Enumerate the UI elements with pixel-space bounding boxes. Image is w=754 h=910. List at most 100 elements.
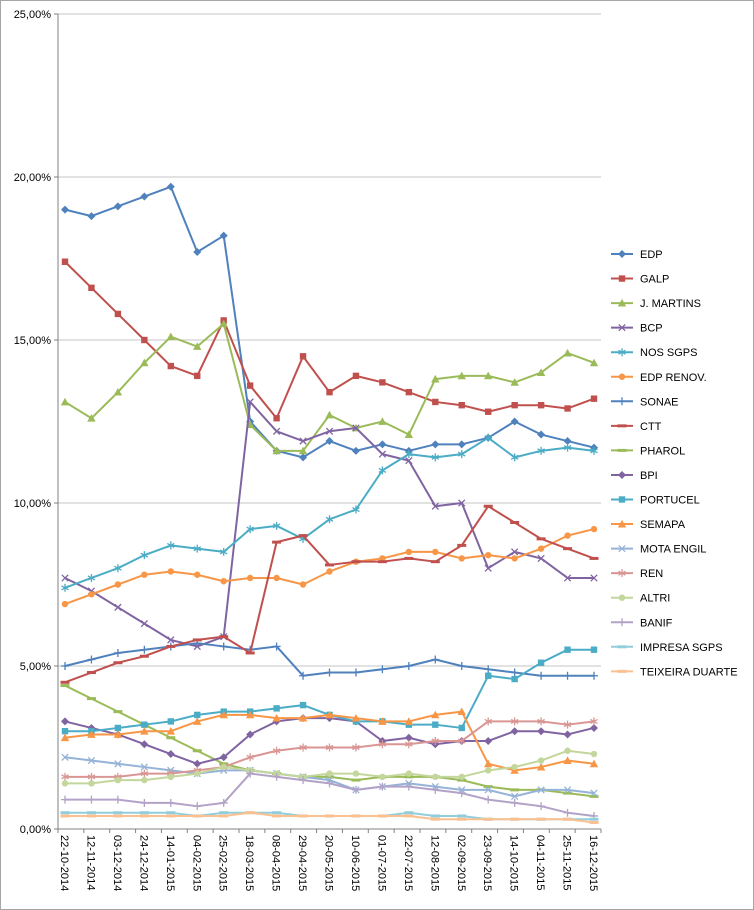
series-marker-dash-icon bbox=[536, 817, 546, 821]
series-marker-triangle-icon bbox=[589, 759, 599, 768]
series-marker-diamond-icon bbox=[299, 453, 308, 462]
series-marker-triangle-icon bbox=[378, 417, 387, 425]
series-marker-triangle-icon bbox=[272, 713, 281, 722]
y-axis-tick-label: 10,00% bbox=[14, 498, 52, 510]
series-marker-triangle-icon bbox=[484, 371, 493, 380]
series-marker-diamond-icon bbox=[61, 205, 69, 214]
series-marker-dash-icon bbox=[404, 814, 414, 818]
series-marker-plus-icon bbox=[299, 671, 308, 680]
series-marker-plus-icon bbox=[404, 782, 413, 791]
series-marker-circle-icon bbox=[458, 555, 465, 562]
series-marker-diamond-icon bbox=[246, 730, 255, 739]
series-marker-x-icon bbox=[563, 574, 572, 582]
series-marker-triangle-icon bbox=[563, 348, 572, 357]
x-axis-tick-label: 10-06-2015 bbox=[349, 835, 361, 891]
legend-item: NOS SGPS bbox=[611, 347, 697, 359]
series-marker-circle-icon bbox=[432, 548, 439, 556]
series-marker-x-icon bbox=[537, 554, 545, 563]
series-marker-square-icon bbox=[273, 705, 280, 712]
series-marker-dash-icon bbox=[325, 814, 334, 818]
series-marker-triangle-icon bbox=[351, 713, 361, 722]
series-marker-x-icon bbox=[618, 323, 626, 332]
series-marker-plus-icon bbox=[325, 779, 334, 788]
x-axis-tick-label: 22-07-2015 bbox=[402, 835, 414, 891]
series-marker-dash-icon bbox=[430, 560, 440, 564]
series-marker-dash-icon bbox=[536, 537, 546, 541]
series-marker-dash-icon bbox=[166, 644, 176, 648]
series-marker-triangle-icon bbox=[457, 371, 466, 380]
series-marker-dash-icon bbox=[483, 504, 493, 508]
series-marker-circle-icon bbox=[194, 770, 201, 777]
series bbox=[61, 525, 598, 608]
series-marker-asterisk-icon bbox=[405, 450, 413, 459]
x-axis-tick-label: 12-08-2015 bbox=[428, 835, 440, 891]
series-marker-plus-icon bbox=[457, 789, 466, 798]
legend-item: SEMAPA bbox=[611, 519, 686, 531]
series-marker-dash-icon bbox=[245, 811, 255, 815]
series-marker-dash-icon bbox=[589, 794, 599, 798]
series-marker-triangle-icon bbox=[219, 319, 228, 328]
series-marker-x-icon bbox=[510, 548, 519, 556]
series-marker-triangle-icon bbox=[536, 368, 546, 376]
legend-item: J. MARTINS bbox=[611, 298, 701, 310]
legend-label: ALTRI bbox=[640, 593, 670, 605]
x-axis-tick-label: 14-10-2015 bbox=[508, 835, 520, 891]
series-marker-dash-icon bbox=[430, 814, 440, 818]
series-marker-dash-icon bbox=[86, 814, 96, 818]
series-marker-square-icon bbox=[618, 496, 626, 503]
series-marker-diamond-icon bbox=[166, 182, 175, 191]
series-marker-asterisk-icon bbox=[140, 551, 149, 560]
series-marker-circle-icon bbox=[564, 532, 571, 539]
series-marker-diamond-icon bbox=[404, 733, 413, 742]
series-marker-asterisk-icon bbox=[299, 743, 307, 752]
series-marker-asterisk-icon bbox=[61, 772, 69, 781]
series-marker-triangle-icon bbox=[457, 707, 466, 716]
series-marker-circle-icon bbox=[590, 750, 598, 758]
series-marker-x-icon bbox=[299, 437, 307, 445]
series-marker-x-icon bbox=[87, 756, 96, 765]
series-marker-dash-icon bbox=[113, 811, 123, 815]
series-marker-asterisk-icon bbox=[510, 717, 519, 726]
series-marker-plus-icon bbox=[113, 648, 122, 657]
series-marker-square-icon bbox=[167, 718, 174, 725]
series-marker-dash-icon bbox=[139, 654, 149, 658]
series-marker-dash-icon bbox=[404, 811, 414, 815]
series-marker-asterisk-icon bbox=[563, 443, 572, 452]
series-marker-asterisk-icon bbox=[378, 740, 387, 749]
series-line bbox=[64, 528, 595, 606]
series-marker-circle-icon bbox=[141, 776, 148, 784]
series-marker-dash-icon bbox=[404, 775, 414, 779]
series bbox=[61, 433, 598, 592]
series-marker-asterisk-icon bbox=[431, 453, 440, 462]
series-marker-triangle-icon bbox=[272, 446, 281, 455]
series-marker-dash-icon bbox=[377, 560, 387, 564]
series-marker-plus-icon bbox=[404, 662, 413, 670]
series-marker-asterisk-icon bbox=[352, 505, 360, 514]
series-marker-triangle-icon bbox=[113, 730, 123, 738]
series-marker-triangle-icon bbox=[484, 759, 493, 768]
x-axis-tick-label: 12-11-2014 bbox=[84, 835, 96, 890]
series-marker-dash-icon bbox=[219, 811, 229, 815]
series-marker-circle-icon bbox=[458, 773, 465, 781]
series bbox=[60, 319, 599, 455]
series-marker-plus-icon bbox=[431, 785, 440, 794]
series-marker-circle-icon bbox=[379, 555, 386, 562]
series-marker-triangle-icon bbox=[166, 727, 175, 735]
series-marker-asterisk-icon bbox=[140, 769, 149, 778]
series-marker-triangle-icon bbox=[298, 713, 308, 722]
series-marker-circle-icon bbox=[61, 780, 69, 787]
x-axis-tick-label: 29-04-2015 bbox=[296, 835, 308, 891]
series-marker-diamond-icon bbox=[219, 231, 228, 240]
series-marker-x-icon bbox=[325, 427, 334, 435]
series-marker-dash-icon bbox=[219, 814, 229, 818]
series-marker-circle-icon bbox=[511, 555, 518, 562]
series-marker-circle-icon bbox=[537, 757, 545, 764]
series-marker-diamond-icon bbox=[618, 470, 626, 479]
series-marker-triangle-icon bbox=[113, 387, 123, 396]
series-marker-x-icon bbox=[590, 574, 598, 582]
series-marker-dash-icon bbox=[166, 814, 176, 818]
series-marker-x-icon bbox=[563, 786, 572, 794]
series-marker-asterisk-icon bbox=[61, 583, 69, 592]
series-marker-square-icon bbox=[299, 701, 307, 709]
y-axis-tick-label: 25,00% bbox=[14, 9, 52, 21]
